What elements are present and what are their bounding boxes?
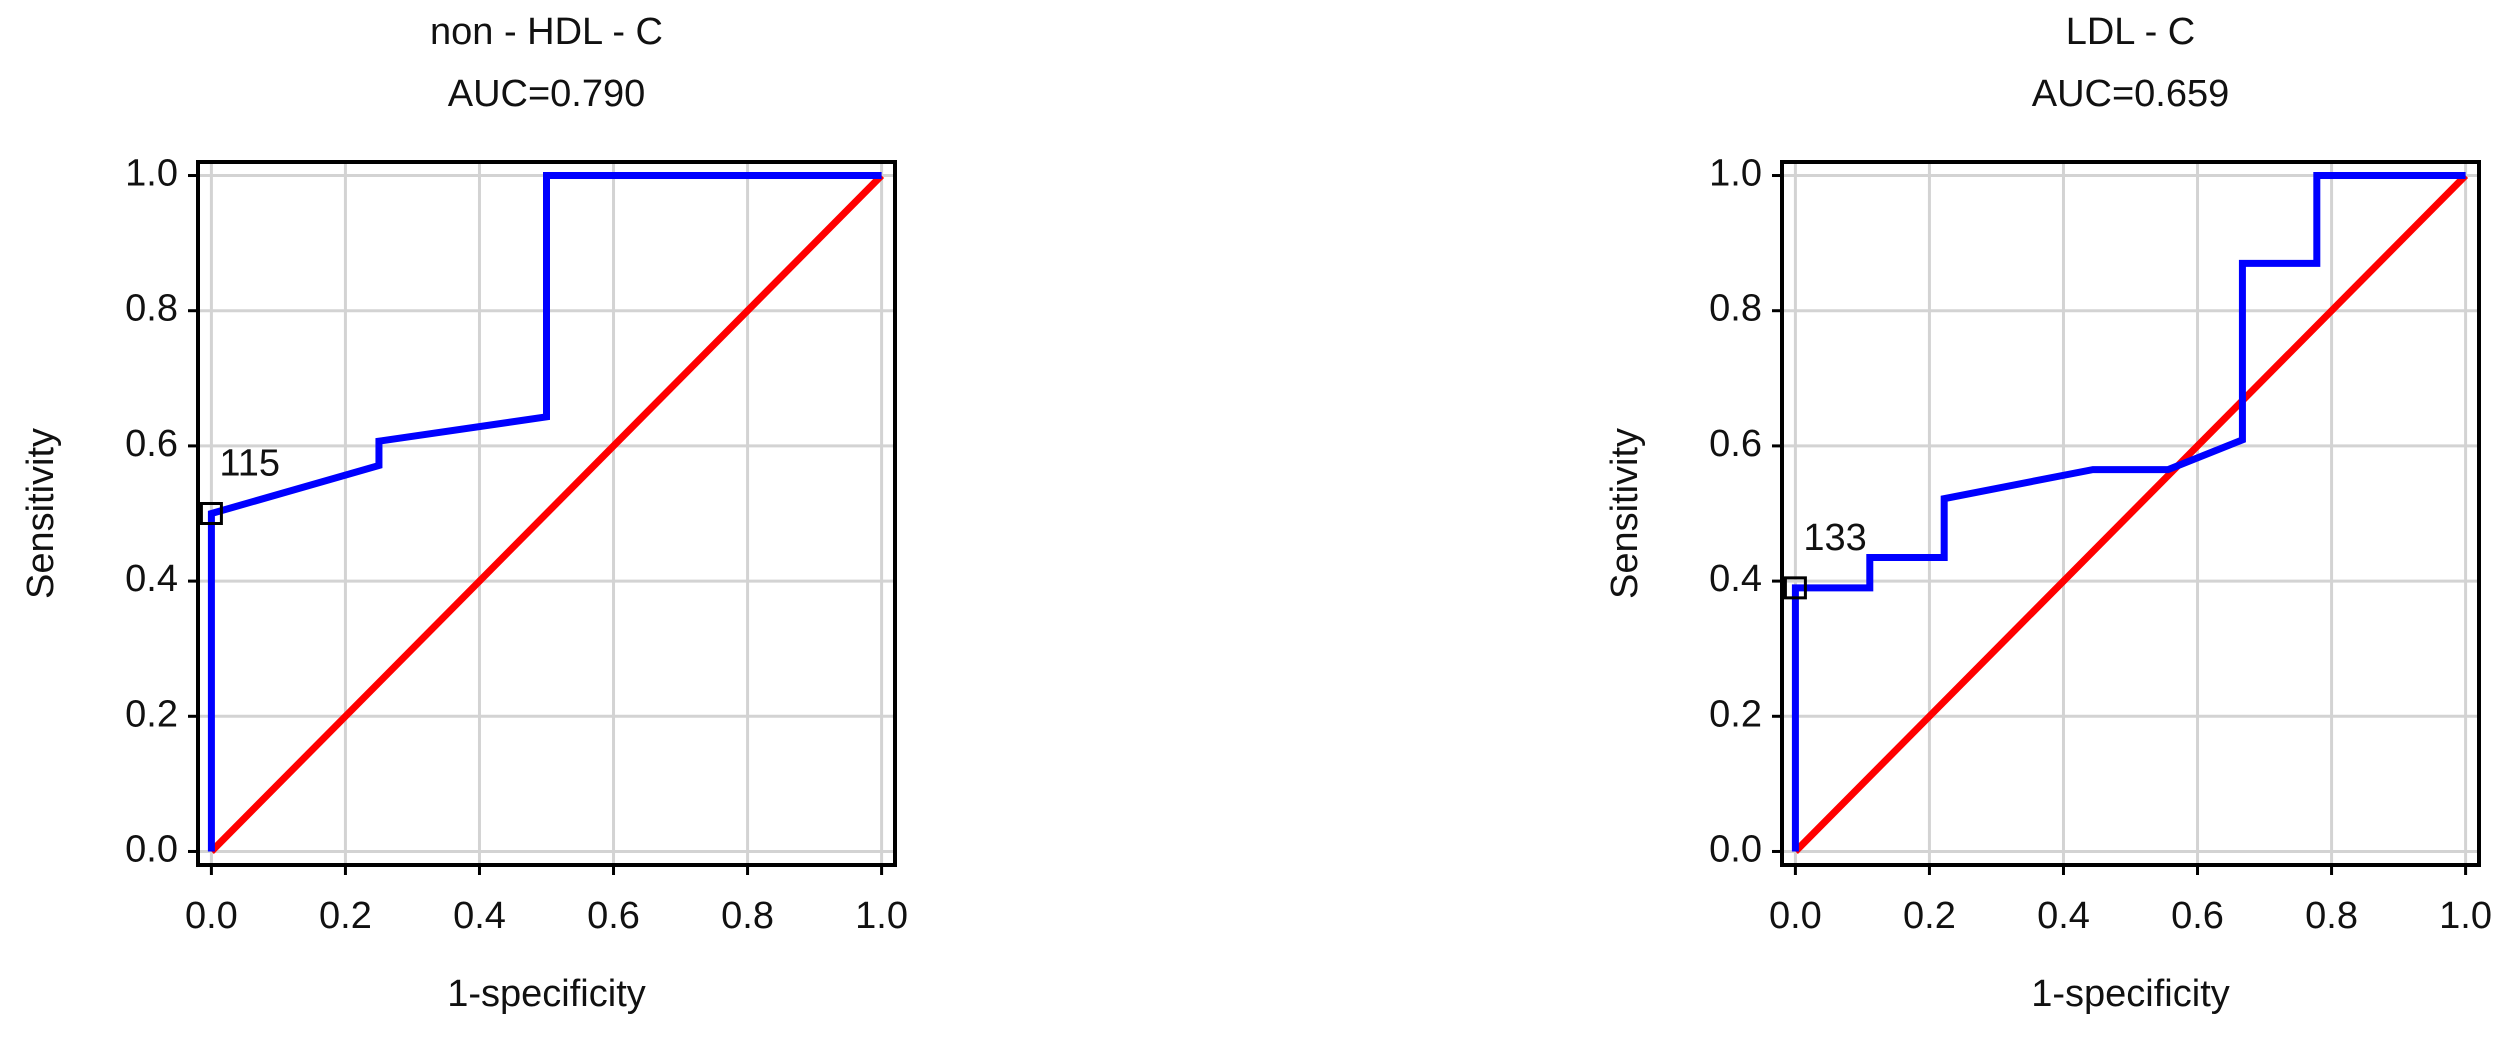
y-axis-label: Sensitivity	[1604, 428, 1646, 599]
x-tick-label: 1.0	[2439, 895, 2492, 937]
y-tick-label: 0.6	[125, 423, 178, 465]
cutoff-marker	[199, 502, 223, 525]
y-tick-label: 0.8	[125, 288, 178, 330]
chart-title: non - HDL - C	[430, 11, 663, 53]
x-tick-label: 0.0	[185, 895, 238, 937]
x-tick-label: 0.6	[2171, 895, 2224, 937]
roc-line	[1792, 173, 2469, 854]
x-tick-label: 0.4	[2037, 895, 2090, 937]
roc-line	[208, 173, 885, 854]
x-tick-label: 0.0	[1769, 895, 1822, 937]
plot-frame	[196, 160, 897, 867]
y-tick-label: 0.8	[1709, 288, 1762, 330]
y-axis-label: Sensitivity	[20, 428, 62, 599]
x-tick-label: 0.8	[2305, 895, 2358, 937]
x-axis-label: 1-specificity	[447, 973, 646, 1015]
y-tick-label: 0.0	[1709, 829, 1762, 871]
y-tick-label: 0.2	[1709, 693, 1762, 735]
chart-title: LDL - C	[2066, 11, 2196, 53]
plot-frame	[1780, 160, 2481, 867]
annotation: 133	[1803, 517, 1866, 559]
cutoff-marker	[1783, 576, 1807, 600]
y-tick-label: 1.0	[125, 153, 178, 195]
chart-subtitle: AUC=0.790	[448, 73, 646, 115]
x-axis-label: 1-specificity	[2031, 973, 2230, 1015]
x-tick-label: 1.0	[855, 895, 908, 937]
x-tick-label: 0.2	[1903, 895, 1956, 937]
chart-subtitle: AUC=0.659	[2032, 73, 2230, 115]
y-tick-label: 0.6	[1709, 423, 1762, 465]
annotation: 115	[219, 443, 280, 485]
y-tick-label: 0.2	[125, 693, 178, 735]
x-tick-label: 0.4	[453, 895, 506, 937]
x-tick-label: 0.2	[319, 895, 372, 937]
y-tick-label: 0.4	[1709, 558, 1762, 600]
y-tick-label: 1.0	[1709, 153, 1762, 195]
x-tick-label: 0.8	[721, 895, 774, 937]
y-tick-label: 0.0	[125, 829, 178, 871]
y-tick-label: 0.4	[125, 558, 178, 600]
roc-line	[207, 172, 882, 852]
roc-line	[1791, 172, 2466, 852]
x-tick-label: 0.6	[587, 895, 640, 937]
